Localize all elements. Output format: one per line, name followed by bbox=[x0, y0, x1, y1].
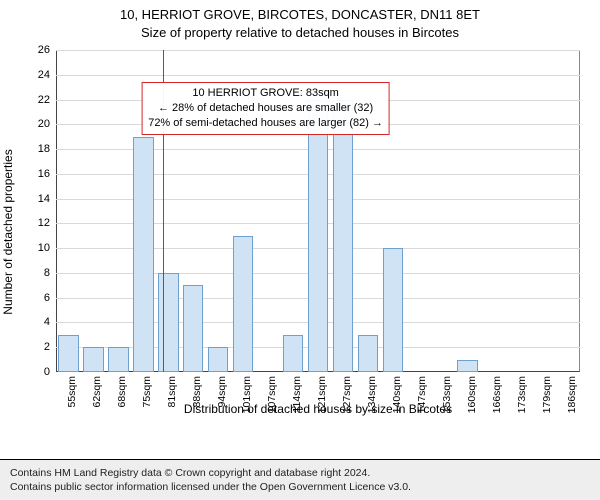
y-tick-label: 18 bbox=[38, 143, 56, 155]
title-line2: Size of property relative to detached ho… bbox=[0, 24, 600, 42]
bar bbox=[383, 248, 403, 372]
annotation-line: 72% of semi-detached houses are larger (… bbox=[148, 116, 383, 131]
bar bbox=[133, 137, 153, 372]
bar bbox=[233, 236, 253, 372]
bar bbox=[108, 347, 128, 372]
y-tick-label: 0 bbox=[44, 366, 56, 378]
y-tick-label: 14 bbox=[38, 193, 56, 205]
y-tick-label: 12 bbox=[38, 217, 56, 229]
annotation-box: 10 HERRIOT GROVE: 83sqm← 28% of detached… bbox=[141, 82, 390, 135]
bar bbox=[333, 100, 353, 372]
footer-line2: Contains public sector information licen… bbox=[10, 480, 590, 494]
license-footer: Contains HM Land Registry data © Crown c… bbox=[0, 459, 600, 500]
title-line1: 10, HERRIOT GROVE, BIRCOTES, DONCASTER, … bbox=[0, 6, 600, 24]
y-tick-label: 22 bbox=[38, 94, 56, 106]
bar bbox=[208, 347, 228, 372]
bar bbox=[83, 347, 103, 372]
bar bbox=[358, 335, 378, 372]
y-tick-label: 26 bbox=[38, 44, 56, 56]
chart-title: 10, HERRIOT GROVE, BIRCOTES, DONCASTER, … bbox=[0, 0, 600, 41]
annotation-line: ← 28% of detached houses are smaller (32… bbox=[148, 101, 383, 116]
bar bbox=[158, 273, 178, 372]
bar bbox=[308, 100, 328, 372]
y-tick-label: 24 bbox=[38, 69, 56, 81]
y-tick-label: 6 bbox=[44, 292, 56, 304]
bar bbox=[183, 285, 203, 372]
chart-area: Number of detached properties 0246810121… bbox=[0, 42, 600, 422]
y-tick-label: 8 bbox=[44, 267, 56, 279]
y-tick-label: 10 bbox=[38, 242, 56, 254]
y-tick-label: 16 bbox=[38, 168, 56, 180]
gridline bbox=[56, 372, 580, 373]
x-axis-label: Distribution of detached houses by size … bbox=[56, 402, 580, 416]
y-tick-label: 20 bbox=[38, 118, 56, 130]
y-tick-label: 2 bbox=[44, 341, 56, 353]
chart-container: 10, HERRIOT GROVE, BIRCOTES, DONCASTER, … bbox=[0, 0, 600, 500]
y-axis-label: Number of detached properties bbox=[1, 149, 15, 314]
annotation-line: 10 HERRIOT GROVE: 83sqm bbox=[148, 86, 383, 101]
bar bbox=[58, 335, 78, 372]
plot-area: 0246810121416182022242655sqm62sqm68sqm75… bbox=[56, 50, 580, 372]
bar bbox=[283, 335, 303, 372]
bar bbox=[457, 360, 477, 372]
footer-line1: Contains HM Land Registry data © Crown c… bbox=[10, 466, 590, 480]
y-tick-label: 4 bbox=[44, 316, 56, 328]
